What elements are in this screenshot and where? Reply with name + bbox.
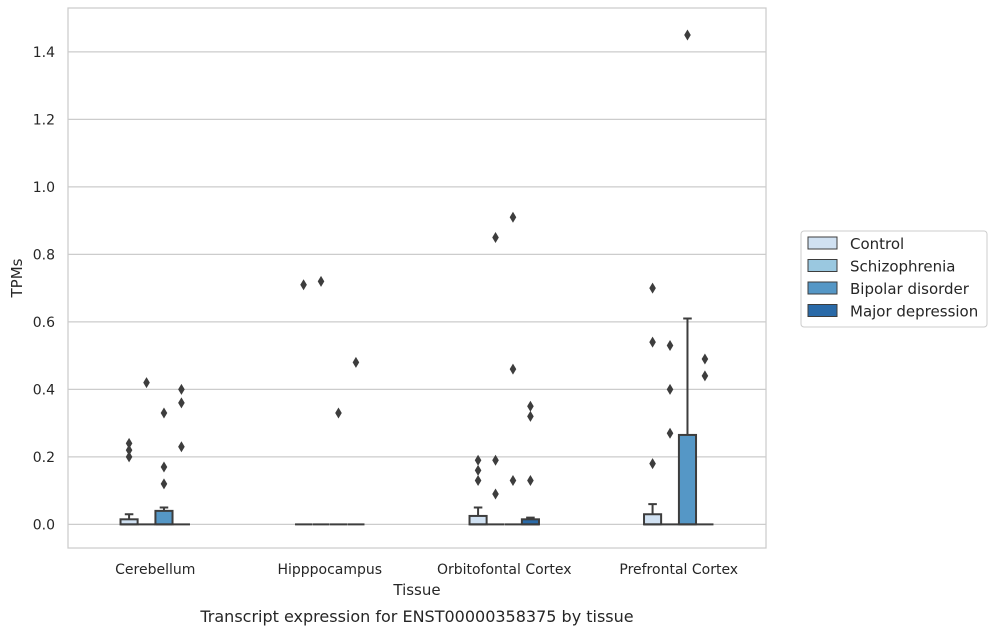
outlier-point <box>649 336 656 348</box>
outlier-point <box>335 407 342 419</box>
y-tick-label: 1.0 <box>33 180 55 196</box>
outlier-point <box>143 377 150 389</box>
outlier-point <box>178 441 185 453</box>
outlier-point <box>492 488 499 500</box>
outlier-point <box>492 454 499 466</box>
outlier-point <box>666 340 674 351</box>
outlier-point <box>178 397 185 409</box>
x-tick-label: Prefrontal Cortex <box>619 562 738 578</box>
box-bipolar-disorder <box>677 317 698 526</box>
box-control <box>643 503 663 526</box>
y-tick-label: 1.2 <box>33 112 55 128</box>
outlier-point <box>300 279 307 291</box>
outlier-point <box>474 475 482 486</box>
outlier-point <box>509 211 517 223</box>
x-axis-label: Tissue <box>392 581 440 599</box>
box-control <box>119 513 139 526</box>
x-tick-labels: Cerebellum Hipppocampus Orbitofontal Corte… <box>115 562 738 578</box>
outlier-point <box>352 356 360 368</box>
legend-entry: Control <box>850 235 904 253</box>
legend-swatch <box>807 259 838 272</box>
outlier-point <box>666 383 674 395</box>
y-tick-label: 0.8 <box>33 247 55 263</box>
y-tick-label: 0.6 <box>33 315 55 331</box>
boxes <box>119 317 714 526</box>
outlier-point <box>527 400 534 412</box>
legend[interactable]: Control Schizophrenia Bipolar disorder Majo… <box>800 230 988 328</box>
y-tick-label: 0.4 <box>33 382 55 398</box>
outlier-point <box>125 451 133 463</box>
outlier-point <box>492 232 499 243</box>
plot-frame <box>67 7 767 549</box>
outlier-point <box>701 353 709 365</box>
y-tick-label: 0.2 <box>33 450 55 466</box>
outlier-point <box>509 363 517 375</box>
legend-swatch <box>807 236 838 250</box>
legend-swatch <box>807 304 838 317</box>
y-axis-label: TPMs <box>8 258 26 298</box>
grid-lines <box>68 51 766 525</box>
outlier-point <box>160 407 168 419</box>
outlier-point <box>178 383 185 395</box>
x-tick-label: Hipppocampus <box>277 562 382 578</box>
box-body <box>677 433 698 526</box>
outlier-points <box>125 29 709 500</box>
legend-frame <box>800 230 988 328</box>
outlier-point <box>317 275 325 287</box>
figure-caption: Transcript expression for ENST0000035837… <box>199 607 633 626</box>
outlier-point <box>125 437 133 449</box>
legend-entry: Schizophrenia <box>850 258 955 276</box>
box-body <box>154 509 174 526</box>
y-tick-label: 1.4 <box>33 45 55 61</box>
outlier-point <box>474 464 482 476</box>
outlier-point <box>125 444 133 456</box>
outlier-point <box>649 458 656 470</box>
box-body <box>643 513 663 526</box>
outlier-point <box>701 370 709 382</box>
x-tick-label: Orbitofontal Cortex <box>437 562 572 578</box>
outlier-point <box>160 478 168 490</box>
outlier-point <box>684 29 691 41</box>
y-tick-labels: 0.0 0.2 0.4 0.6 0.8 1.0 1.2 1.4 <box>33 45 55 534</box>
outlier-point <box>509 475 517 486</box>
outlier-point <box>649 282 656 294</box>
box-major-depression <box>520 516 540 526</box>
legend-entry: Bipolar disorder <box>850 280 970 298</box>
box-body <box>468 514 488 526</box>
y-tick-label: 0.0 <box>33 517 55 533</box>
outlier-point <box>160 461 168 473</box>
outlier-point <box>527 475 534 486</box>
box-bipolar-disorder <box>154 506 174 526</box>
outlier-point <box>474 454 482 466</box>
legend-entry: Major depression <box>850 303 978 321</box>
legend-swatch <box>807 281 838 295</box>
outlier-point <box>666 427 674 439</box>
box-control <box>468 506 488 526</box>
outlier-point <box>527 410 534 422</box>
x-tick-label: Cerebellum <box>115 562 195 578</box>
